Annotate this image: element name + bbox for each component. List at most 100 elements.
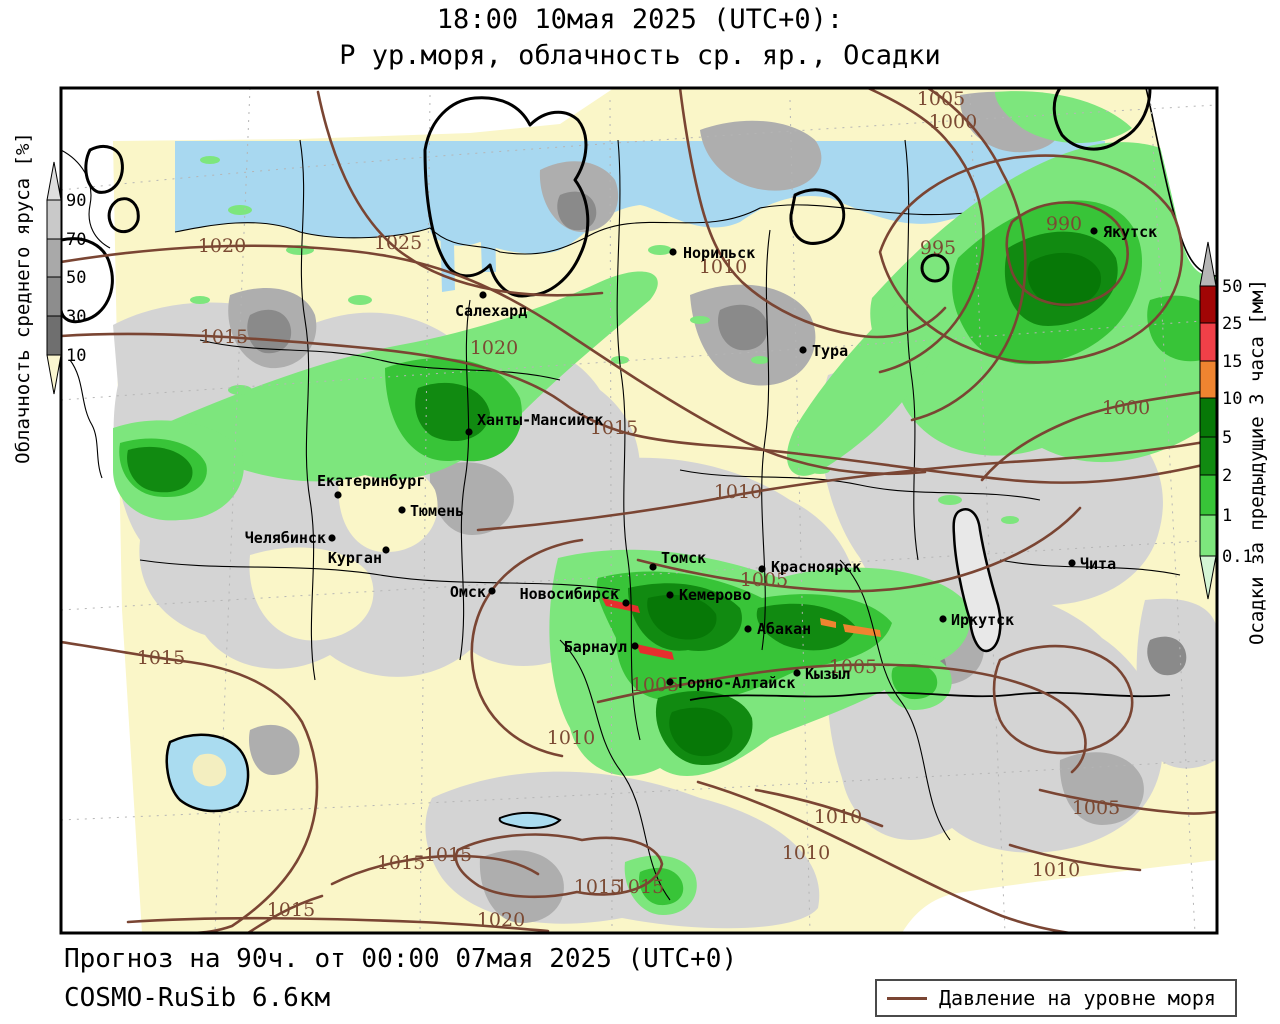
- colorbar-tick-label: 0.1: [1222, 547, 1253, 567]
- isobar-label: 1005: [740, 569, 788, 591]
- colorbar-tick-label: 15: [1222, 352, 1242, 372]
- isobar-label: 990: [1046, 213, 1082, 235]
- colorbar-bottom-arrow: [46, 354, 62, 395]
- city-dot: [488, 587, 496, 595]
- lake-zaysan: [498, 812, 562, 829]
- colorbar-segment: [1199, 514, 1217, 557]
- colorbar-segment: [1199, 474, 1217, 516]
- isobar-label: 1015: [574, 876, 622, 898]
- isobar-label: 1005: [829, 656, 877, 678]
- city-dot: [744, 625, 752, 633]
- city-dot: [1090, 227, 1098, 235]
- page-title-datetime: 18:00 10мая 2025 (UTC+0):: [436, 4, 844, 35]
- isobar-label: 1015: [616, 876, 664, 898]
- isobar-label: 1000: [929, 111, 977, 133]
- city-label: Тура: [812, 342, 848, 360]
- colorbar-tick-label: 50: [1222, 277, 1242, 297]
- isobar-layer: [61, 88, 1217, 933]
- isobar-label: 1015: [590, 417, 638, 439]
- city-dot: [382, 546, 390, 554]
- colorbar-segment: [1199, 285, 1217, 324]
- precip-colorbar-title: Осадки за предыдущие 3 часа [мм]: [1246, 279, 1268, 645]
- colorbar-segment: [1199, 322, 1217, 362]
- isobar-label: 1020: [198, 235, 246, 257]
- city-label: Иркутск: [951, 611, 1014, 629]
- city-label: Чита: [1080, 555, 1116, 573]
- city-label: Абакан: [757, 620, 811, 638]
- colorbar-tick-label: 10: [1222, 389, 1242, 409]
- lake-baikal: [952, 508, 1002, 653]
- city-dot: [334, 491, 342, 499]
- isobar-label: 1000: [1102, 397, 1150, 419]
- cloud-colorbar-title: Облачность среднего яруса [%]: [12, 132, 34, 464]
- city-dot: [1068, 559, 1076, 567]
- city-label: Ханты-Мансийск: [477, 411, 603, 429]
- isobar-label: 1015: [267, 899, 315, 921]
- city-label: Новосибирск: [520, 585, 619, 603]
- arctic-coastline: [174, 191, 1106, 255]
- isobar-label: 1015: [424, 844, 472, 866]
- isobar-legend-label: Давление на уровне моря: [939, 986, 1216, 1010]
- isobar-label: 1005: [631, 674, 679, 696]
- isobar-label: 1020: [477, 909, 525, 931]
- sea-area: [175, 141, 1105, 292]
- precip-colorbar-bar: [1199, 241, 1217, 600]
- city-dot: [649, 563, 657, 571]
- colorbar-segment: [46, 199, 62, 240]
- colorbar-bottom-arrow: [1199, 555, 1217, 600]
- colorbar-tick-label: 50: [66, 268, 86, 288]
- isobar-label: 1015: [200, 326, 248, 348]
- colorbar-segment: [46, 238, 62, 278]
- isobar-label: 1010: [782, 842, 830, 864]
- colorbar-segment: [46, 315, 62, 356]
- city-label: Челябинск: [245, 529, 326, 547]
- city-dot: [793, 669, 801, 677]
- isobar-label: 1015: [137, 647, 185, 669]
- colorbar-segment: [46, 276, 62, 317]
- city-label: Барнаул: [564, 638, 627, 656]
- city-dot: [758, 565, 766, 573]
- city-dot: [479, 291, 487, 299]
- city-label: Якутск: [1103, 223, 1157, 241]
- city-dot: [939, 615, 947, 623]
- city-label: Горно-Алтайск: [678, 674, 795, 692]
- precip-layer: [113, 91, 1216, 915]
- page-title-fields: Р ур.моря, облачность ср. яр., Осадки: [339, 40, 941, 71]
- city-label: Омск: [450, 583, 486, 601]
- city-dot: [631, 642, 639, 650]
- region-borders: [61, 139, 1181, 901]
- colorbar-segment: [1199, 397, 1217, 438]
- colorbar-tick-label: 70: [66, 230, 86, 250]
- isobar-label: 1010: [714, 481, 762, 503]
- colorbar-tick-label: 2: [1222, 466, 1232, 486]
- city-dot: [666, 678, 674, 686]
- city-label: Норильск: [683, 244, 755, 262]
- city-dot: [666, 591, 674, 599]
- isobar-label: 1010: [699, 256, 747, 278]
- map-frame: [59, 86, 1219, 935]
- cloud-colorbar-bar: [46, 161, 62, 395]
- colorbar-top-arrow: [46, 161, 62, 201]
- isobar-label: 1005: [917, 88, 965, 110]
- colorbar-segment: [1199, 436, 1217, 476]
- city-label: Курган: [328, 549, 382, 567]
- colorbar-tick-label: 1: [1222, 506, 1232, 526]
- precip-colorbar-ticks: 50 25 15 10 5 2 1 0.1: [1222, 277, 1253, 567]
- city-label: Кемерово: [679, 586, 751, 604]
- colorbar-tick-label: 30: [66, 307, 86, 327]
- colorbar-tick-label: 5: [1222, 428, 1232, 448]
- city-dot: [669, 248, 677, 256]
- isobar-label: 1010: [814, 806, 862, 828]
- city-label: Кызыл: [805, 665, 850, 683]
- colorbar-segment: [1199, 360, 1217, 399]
- city-label: Екатеринбург: [317, 472, 425, 490]
- city-label: Томск: [661, 549, 706, 567]
- isobar-label: 1015: [377, 852, 425, 874]
- isobar-label: 1010: [547, 727, 595, 749]
- forecast-info-text: Прогноз на 90ч. от 00:00 07мая 2025 (UTC…: [64, 944, 738, 974]
- isobar-label: 995: [920, 237, 956, 259]
- city-label: Салехард: [455, 302, 527, 320]
